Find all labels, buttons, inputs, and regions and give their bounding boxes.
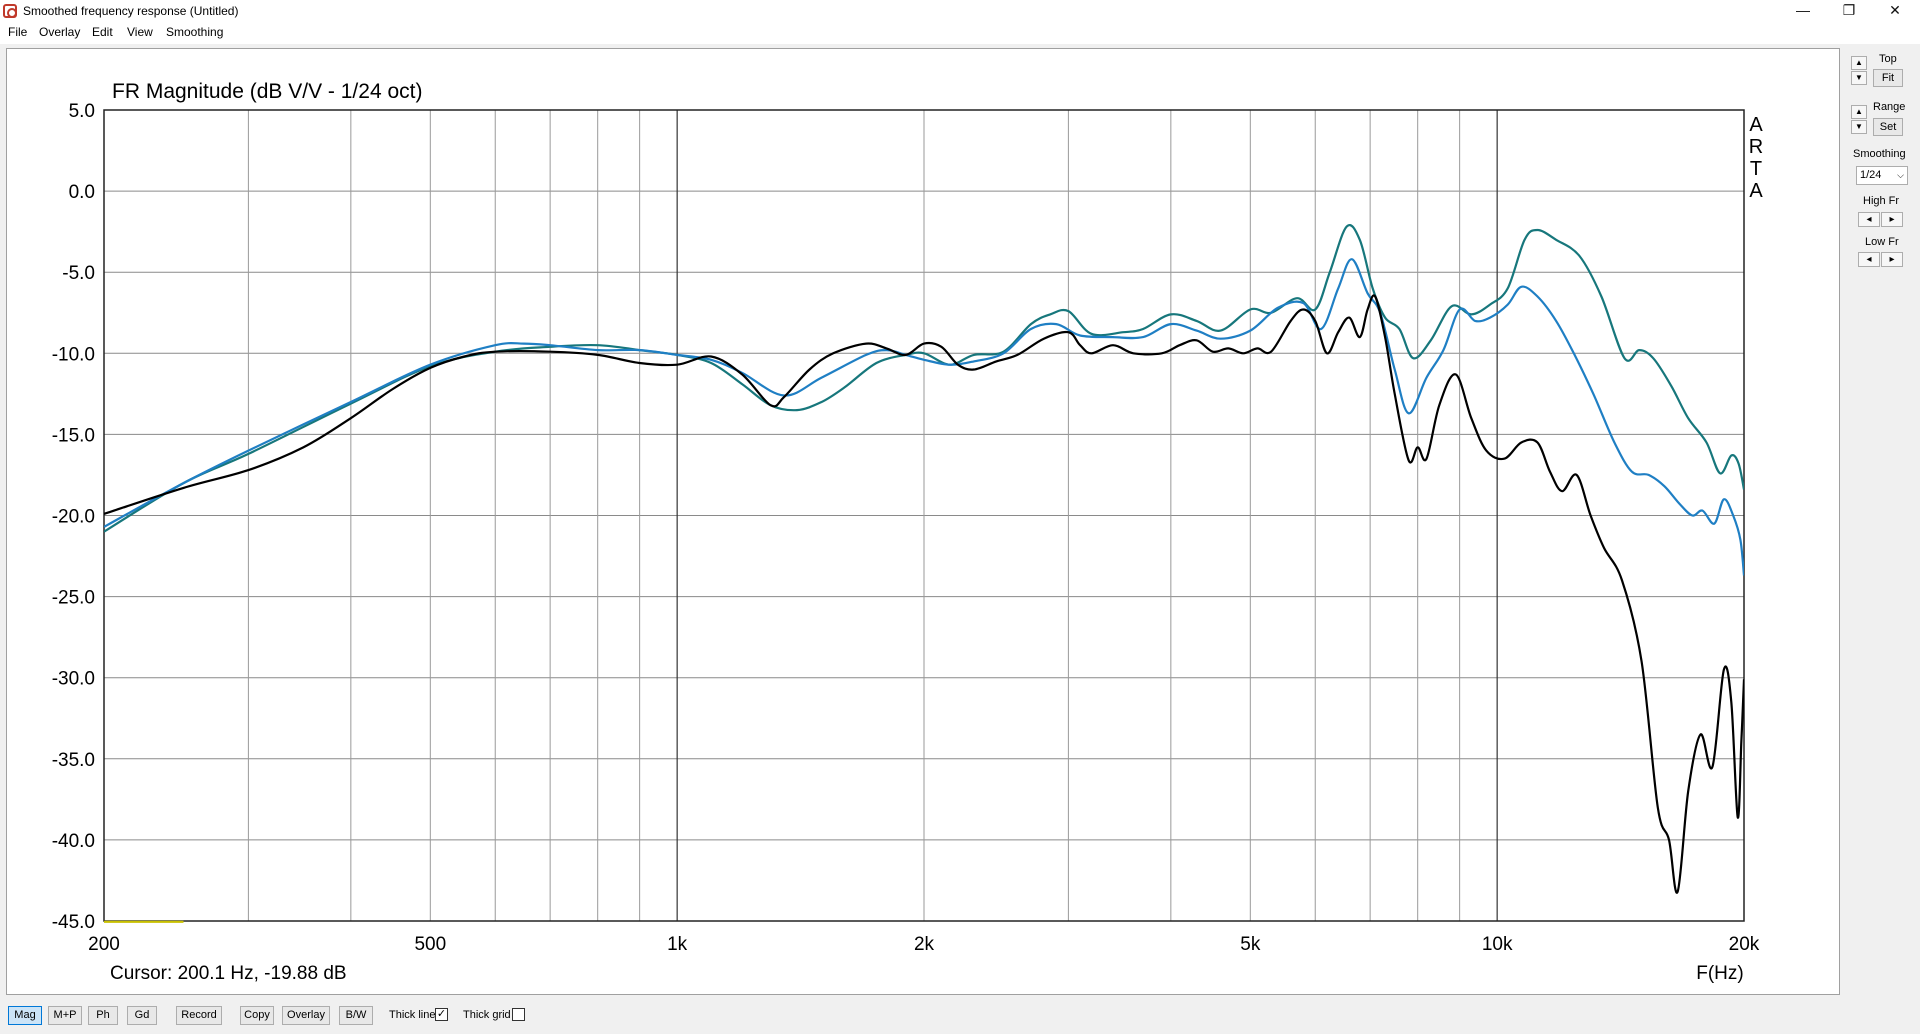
minimize-icon[interactable]: — xyxy=(1796,2,1810,18)
chevron-down-icon: ⌵ xyxy=(1897,170,1904,180)
phase-button[interactable]: Ph xyxy=(88,1006,118,1025)
frequency-response-chart[interactable]: 5.0 0.0 -5.0 -10.0 -15.0 -20.0 -25.0 -30.0 -35.0… xyxy=(7,49,1841,996)
set-button[interactable]: Set xyxy=(1873,118,1903,136)
y-tick-label: -25.0 xyxy=(52,588,95,609)
title-bar: Smoothed frequency response (Untitled) —… xyxy=(0,0,1920,22)
menu-file[interactable]: File xyxy=(8,25,28,39)
close-icon[interactable]: ✕ xyxy=(1889,2,1901,18)
series-line-1 xyxy=(104,258,1744,576)
y-tick-label: -45.0 xyxy=(52,912,95,933)
arta-watermark-letter: A xyxy=(1749,180,1763,202)
x-tick-label: 500 xyxy=(414,934,446,955)
plot-panel[interactable]: 5.0 0.0 -5.0 -10.0 -15.0 -20.0 -25.0 -30.0 -35.0… xyxy=(6,48,1840,995)
chart-text-layer: 5.0 0.0 -5.0 -10.0 -15.0 -20.0 -25.0 -30.0 -35.0… xyxy=(52,80,1764,984)
mag-button[interactable]: Mag xyxy=(8,1006,42,1025)
low-fr-right-button[interactable]: ▸ xyxy=(1881,252,1903,267)
x-tick-label: 2k xyxy=(914,934,935,955)
bottom-toolbar: Mag M+P Ph Gd Record Copy Overlay B/W Th… xyxy=(0,998,1920,1034)
low-fr-left-button[interactable]: ◂ xyxy=(1858,252,1880,267)
range-up-spin[interactable]: ▲ xyxy=(1851,105,1867,119)
y-tick-label: -35.0 xyxy=(52,750,95,771)
group-delay-button[interactable]: Gd xyxy=(127,1006,157,1025)
menu-smoothing[interactable]: Smoothing xyxy=(166,25,224,39)
high-fr-label: High Fr xyxy=(1863,195,1900,207)
mag-phase-button[interactable]: M+P xyxy=(48,1006,82,1025)
y-tick-label: -40.0 xyxy=(52,831,95,852)
smoothing-label: Smoothing xyxy=(1853,148,1906,160)
top-label: Top xyxy=(1879,53,1897,65)
cursor-readout: Cursor: 200.1 Hz, -19.88 dB xyxy=(110,963,347,984)
grid-layer xyxy=(103,109,1745,922)
copy-button[interactable]: Copy xyxy=(240,1006,274,1025)
y-tick-label: -20.0 xyxy=(52,507,95,528)
record-button[interactable]: Record xyxy=(176,1006,222,1025)
x-tick-label: 20k xyxy=(1729,934,1760,955)
y-tick-label: -30.0 xyxy=(52,669,95,690)
thick-line-label: Thick line xyxy=(389,1009,436,1021)
overlay-button[interactable]: Overlay xyxy=(282,1006,330,1025)
thick-grid-label: Thick grid xyxy=(463,1009,511,1021)
x-tick-label: 200 xyxy=(88,934,120,955)
arta-watermark-letter: R xyxy=(1749,136,1763,158)
range-label: Range xyxy=(1873,101,1906,113)
thick-line-checkbox[interactable]: ✓ xyxy=(435,1008,448,1021)
restore-icon[interactable]: ❐ xyxy=(1842,2,1856,18)
x-tick-label: 5k xyxy=(1240,934,1261,955)
x-tick-label: 10k xyxy=(1482,934,1513,955)
bw-button[interactable]: B/W xyxy=(339,1006,373,1025)
range-down-spin[interactable]: ▼ xyxy=(1851,120,1867,134)
y-tick-label: -5.0 xyxy=(62,263,95,284)
right-control-panel: ▲ ▼ Top Fit ▲ ▼ Range Set Smoothing 1/24… xyxy=(1843,48,1920,995)
menu-view[interactable]: View xyxy=(127,25,153,39)
window-title: Smoothed frequency response (Untitled) xyxy=(23,4,239,18)
y-tick-label: -10.0 xyxy=(52,344,95,365)
plot-frame xyxy=(103,109,1745,922)
y-tick-label: 0.0 xyxy=(69,182,95,203)
high-fr-left-button[interactable]: ◂ xyxy=(1858,212,1880,227)
arta-watermark-letter: A xyxy=(1749,114,1763,136)
thick-grid-checkbox[interactable] xyxy=(512,1008,525,1021)
x-axis-label: F(Hz) xyxy=(1696,963,1743,984)
series-line-0 xyxy=(104,294,1744,894)
series-layer xyxy=(104,224,1744,923)
fit-button[interactable]: Fit xyxy=(1873,69,1903,87)
arta-watermark-letter: T xyxy=(1750,158,1762,180)
menu-edit[interactable]: Edit xyxy=(92,25,113,39)
smoothing-select[interactable]: 1/24 ⌵ xyxy=(1856,166,1908,185)
smoothing-value: 1/24 xyxy=(1860,169,1882,181)
x-tick-label: 1k xyxy=(667,934,688,955)
top-down-spin[interactable]: ▼ xyxy=(1851,71,1867,85)
chart-title: FR Magnitude (dB V/V - 1/24 oct) xyxy=(112,80,422,103)
y-tick-label: 5.0 xyxy=(69,101,95,122)
high-fr-right-button[interactable]: ▸ xyxy=(1881,212,1903,227)
y-tick-label: -15.0 xyxy=(52,425,95,446)
menu-bar: File Overlay Edit View Smoothing xyxy=(0,22,1920,44)
menu-overlay[interactable]: Overlay xyxy=(39,25,81,39)
arta-app-icon xyxy=(3,4,17,18)
top-up-spin[interactable]: ▲ xyxy=(1851,56,1867,70)
low-fr-label: Low Fr xyxy=(1865,236,1899,248)
